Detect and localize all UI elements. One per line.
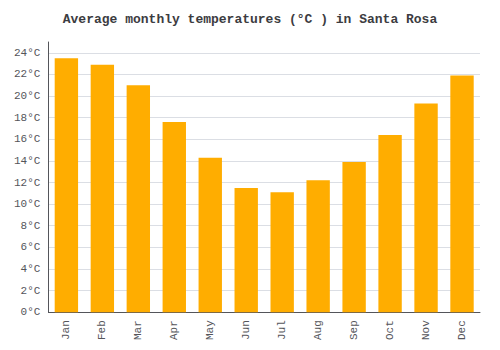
svg-text:10°C: 10°C [14, 198, 41, 210]
svg-text:18°C: 18°C [14, 112, 41, 124]
svg-text:4°C: 4°C [21, 263, 41, 275]
svg-text:Mar: Mar [132, 320, 144, 340]
svg-text:24°C: 24°C [14, 47, 41, 59]
svg-text:8°C: 8°C [21, 220, 41, 232]
svg-text:Jul: Jul [276, 320, 288, 340]
svg-text:14°C: 14°C [14, 155, 41, 167]
svg-text:Nov: Nov [420, 320, 432, 340]
svg-text:Apr: Apr [168, 320, 180, 340]
svg-text:20°C: 20°C [14, 90, 41, 102]
svg-text:Oct: Oct [384, 320, 396, 340]
svg-text:Jun: Jun [240, 320, 252, 340]
svg-text:Dec: Dec [456, 320, 468, 340]
svg-text:Average monthly temperatures (: Average monthly temperatures (°C ) in Sa… [63, 12, 438, 27]
svg-text:May: May [204, 320, 216, 340]
svg-text:Feb: Feb [96, 320, 108, 340]
svg-text:22°C: 22°C [14, 68, 41, 80]
svg-text:Sep: Sep [348, 320, 360, 340]
svg-text:2°C: 2°C [21, 285, 41, 297]
svg-text:16°C: 16°C [14, 133, 41, 145]
svg-text:12°C: 12°C [14, 177, 41, 189]
svg-text:Aug: Aug [312, 320, 324, 340]
svg-text:6°C: 6°C [21, 241, 41, 253]
svg-text:Jan: Jan [60, 320, 72, 340]
svg-text:0°C: 0°C [21, 306, 41, 318]
